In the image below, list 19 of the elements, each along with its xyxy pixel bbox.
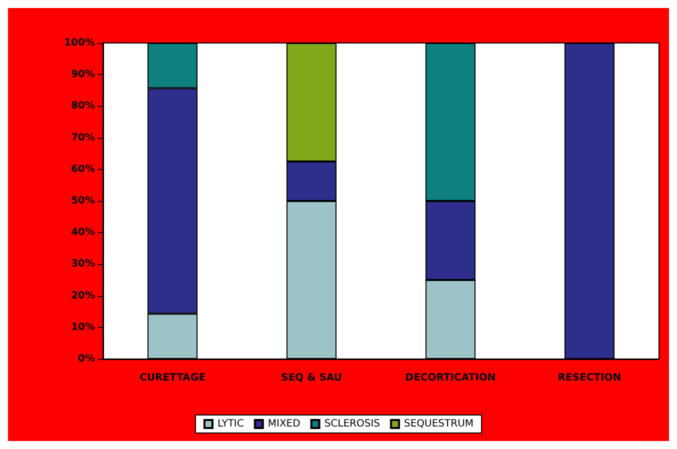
x-tick-label: CURETTAGE bbox=[140, 372, 206, 384]
legend-label: MIXED bbox=[268, 418, 301, 430]
y-tick-label: 50% bbox=[71, 196, 95, 206]
x-tick-label: RESECTION bbox=[558, 372, 622, 384]
y-tick-label: 20% bbox=[71, 290, 95, 302]
y-tick-label: 90% bbox=[71, 69, 95, 80]
y-tick-label: 0% bbox=[78, 354, 95, 364]
legend-label: LYTIC bbox=[217, 418, 244, 430]
legend-label: SEQUESTRUM bbox=[404, 418, 474, 430]
x-tick-label: DECORTICATION bbox=[405, 372, 496, 384]
x-tick-label: SEQ & SAU bbox=[281, 372, 342, 384]
y-tick-label: 60% bbox=[71, 164, 95, 175]
y-tick-label: 30% bbox=[71, 258, 95, 270]
y-tick-label: 80% bbox=[71, 100, 95, 112]
y-tick-label: 10% bbox=[71, 322, 95, 333]
y-tick-label: 100% bbox=[64, 38, 95, 48]
y-tick-label: 40% bbox=[71, 227, 95, 238]
legend-label: SCLEROSIS bbox=[324, 418, 380, 430]
y-tick-label: 70% bbox=[71, 132, 95, 144]
